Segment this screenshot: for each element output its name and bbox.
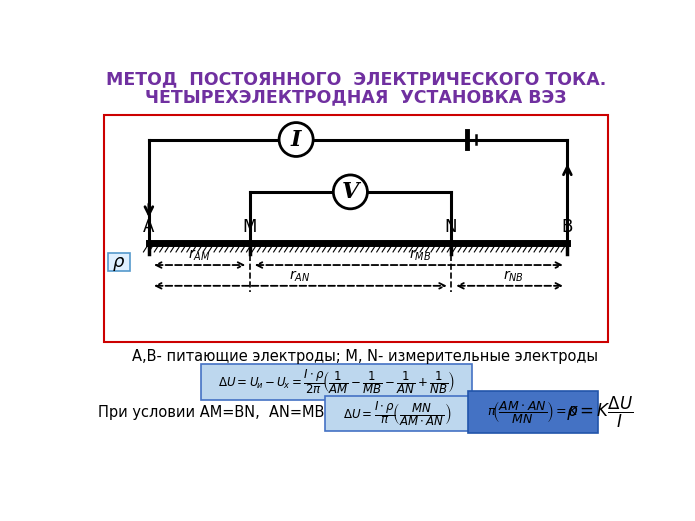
Circle shape (279, 122, 313, 156)
Text: A: A (143, 218, 154, 236)
Text: МЕТОД  ПОСТОЯННОГО  ЭЛЕКТРИЧЕСКОГО ТОКА.: МЕТОД ПОСТОЯННОГО ЭЛЕКТРИЧЕСКОГО ТОКА. (106, 70, 606, 89)
FancyBboxPatch shape (108, 253, 129, 271)
Text: А,В- питающие электроды; М, N- измерительные электроды: А,В- питающие электроды; М, N- измерител… (132, 349, 598, 364)
Text: $r_{\mathit{NB}}$: $r_{\mathit{NB}}$ (502, 268, 523, 283)
FancyBboxPatch shape (468, 391, 598, 433)
Text: $r_{\mathit{MB}}$: $r_{\mathit{MB}}$ (409, 247, 431, 263)
Text: $r_{\mathit{AM}}$: $r_{\mathit{AM}}$ (188, 247, 211, 263)
FancyBboxPatch shape (201, 364, 472, 400)
Text: $\rho = K\dfrac{\Delta U}{I}$: $\rho = K\dfrac{\Delta U}{I}$ (566, 395, 634, 430)
Text: M: M (243, 218, 257, 236)
Text: V: V (342, 181, 359, 203)
Text: ρ: ρ (113, 253, 124, 271)
Text: N: N (445, 218, 457, 236)
Text: ЧЕТЫРЕХЭЛЕКТРОДНАЯ  УСТАНОВКА ВЭЗ: ЧЕТЫРЕХЭЛЕКТРОДНАЯ УСТАНОВКА ВЭЗ (145, 88, 566, 106)
Bar (104, 115, 607, 342)
Text: При условии АМ=ВN,  АN=МВ: При условии АМ=ВN, АN=МВ (99, 405, 325, 420)
Circle shape (334, 175, 368, 209)
FancyBboxPatch shape (325, 396, 470, 431)
Text: I: I (291, 129, 302, 151)
Text: B: B (562, 218, 573, 236)
Text: $\Delta U = U_{\!и} - U_{\!x} = \dfrac{I \cdot \rho}{2\pi}\!\left(\dfrac{1}{AM} : $\Delta U = U_{\!и} - U_{\!x} = \dfrac{I… (218, 368, 455, 396)
Text: $\Delta U = \dfrac{I \cdot \rho}{\pi}\!\left(\dfrac{MN}{AM \cdot AN}\right)$: $\Delta U = \dfrac{I \cdot \rho}{\pi}\!\… (343, 399, 452, 428)
Text: $r_{\mathit{AN}}$: $r_{\mathit{AN}}$ (289, 268, 311, 283)
Text: $\pi\!\left(\dfrac{AM \cdot AN}{MN}\right) = K$: $\pi\!\left(\dfrac{AM \cdot AN}{MN}\righ… (486, 399, 579, 425)
